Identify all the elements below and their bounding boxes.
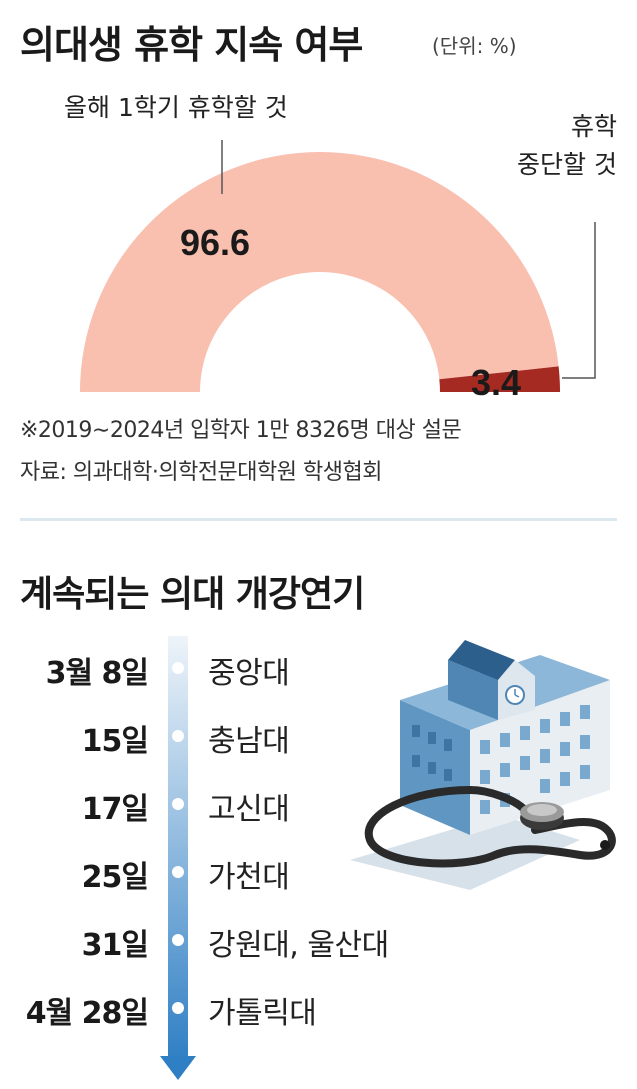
- chart-title: 의대생 휴학 지속 여부: [20, 23, 363, 67]
- leader-line-stop: [562, 222, 596, 379]
- schedule-date: 4월 28일: [25, 996, 149, 1031]
- timeline-dot: [172, 798, 184, 810]
- gauge-slice-stop: [439, 366, 560, 392]
- schedule-date: 31일: [81, 928, 149, 963]
- survey-footnote: ※2019∼2024년 입학자 1만 8326명 대상 설문: [20, 418, 462, 443]
- half-donut-chart: 96.6 3.4: [80, 140, 596, 403]
- timeline-arrow-icon: [160, 1056, 196, 1080]
- timeline-dot: [172, 730, 184, 742]
- stethoscope-icon: [364, 786, 616, 868]
- unit-label: (단위: %): [432, 34, 517, 58]
- schedule-university: 가톨릭대: [208, 996, 317, 1031]
- legend-label-continue: 올해 1학기 휴학할 것: [64, 93, 288, 122]
- timeline-dot: [172, 1002, 184, 1014]
- section-divider: [20, 518, 617, 521]
- schedule-date: 25일: [81, 860, 149, 895]
- schedule-date: 17일: [81, 792, 149, 827]
- source-note: 자료: 의과대학·의학전문대학원 학생협회: [20, 460, 382, 485]
- schedule-university: 고신대: [208, 792, 290, 827]
- timeline-dot: [172, 866, 184, 878]
- value-label-stop: 3.4: [471, 362, 521, 403]
- schedule-university: 강원대, 울산대: [208, 928, 389, 963]
- legend-label-stop-line2: 중단할 것: [517, 150, 617, 179]
- schedule-date: 15일: [81, 724, 149, 759]
- schedule-title: 계속되는 의대 개강연기: [20, 574, 365, 615]
- gauge-slice-continue: [80, 151, 559, 392]
- legend-label-stop-line1: 휴학: [570, 112, 617, 141]
- schedule-university: 중앙대: [208, 656, 290, 691]
- timeline-dot: [172, 662, 184, 674]
- illustration: [350, 640, 616, 890]
- value-label-continue: 96.6: [180, 222, 250, 263]
- schedule-date: 3월 8일: [45, 656, 149, 691]
- legend-label-stop: 휴학 중단할 것: [517, 108, 617, 184]
- timeline-bar: [168, 636, 188, 1061]
- schedule-university: 충남대: [208, 724, 290, 759]
- timeline-dot: [172, 934, 184, 946]
- schedule-university: 가천대: [208, 860, 290, 895]
